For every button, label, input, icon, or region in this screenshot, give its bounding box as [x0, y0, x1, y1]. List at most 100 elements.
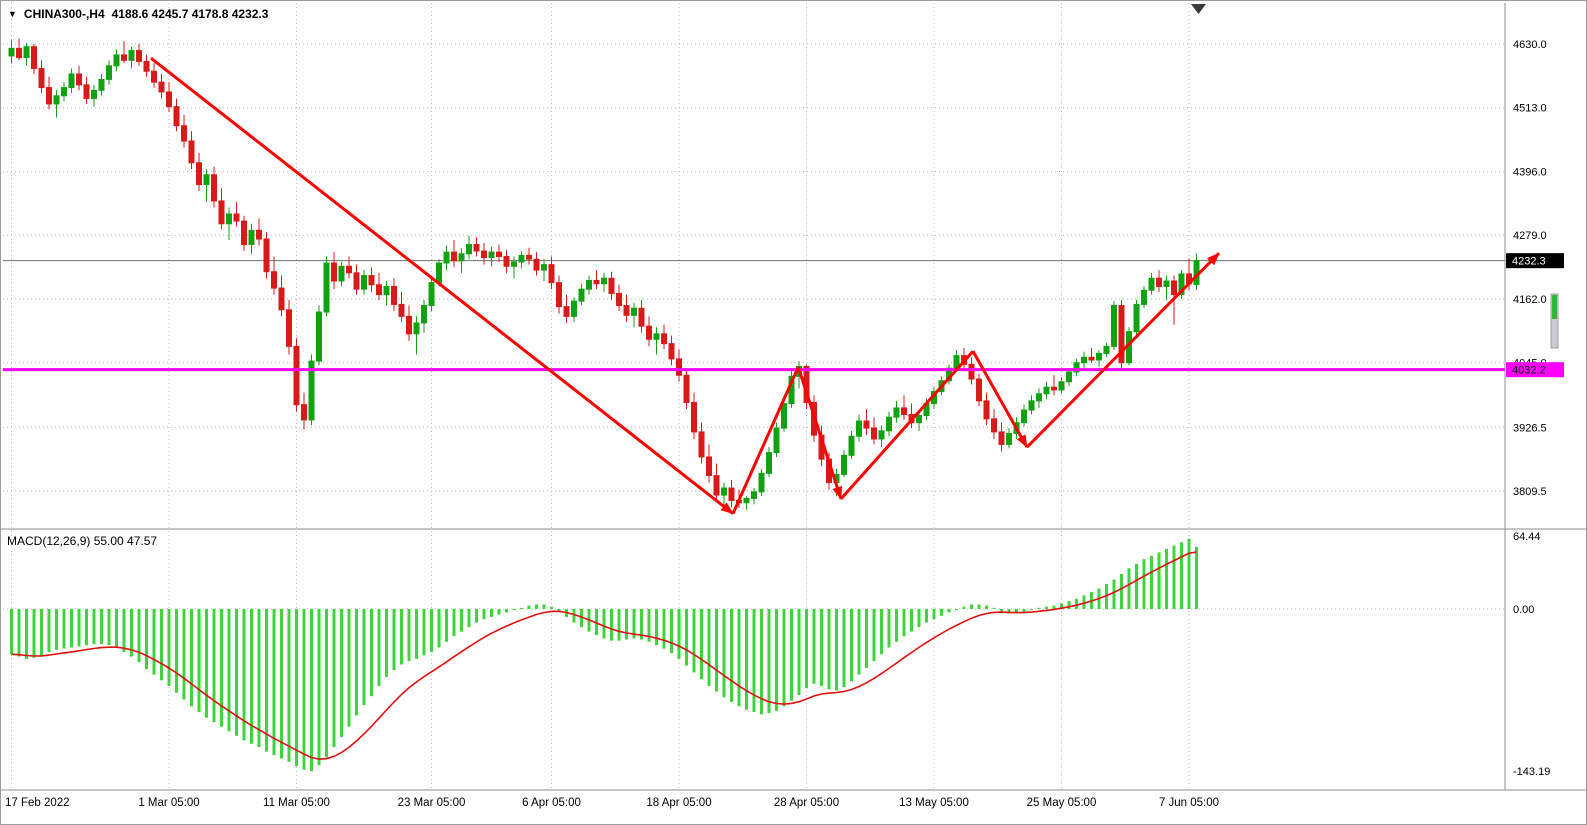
macd-bar	[752, 609, 756, 713]
macd-bar	[505, 609, 508, 613]
candle	[586, 279, 592, 290]
macd-bar	[145, 609, 148, 669]
macd-bar	[220, 609, 223, 727]
candle	[1096, 352, 1102, 361]
candle	[383, 285, 390, 296]
macd-bar	[302, 609, 306, 770]
symbol-dropdown-icon[interactable]: ▼	[8, 8, 17, 19]
macd-bar	[70, 609, 73, 648]
candle	[751, 491, 757, 499]
candle	[368, 275, 375, 286]
macd-bar	[130, 609, 133, 657]
macd-bar	[580, 609, 583, 628]
trend-arrow-segment[interactable]	[796, 366, 843, 500]
macd-bar	[902, 609, 906, 637]
axis-scrollbar-thumb[interactable]	[1552, 295, 1557, 319]
macd-bar	[490, 609, 493, 617]
candle	[1036, 393, 1042, 402]
candle	[601, 277, 607, 285]
macd-bar	[107, 609, 111, 646]
candle	[308, 360, 315, 421]
candle	[428, 282, 435, 307]
macd-bar	[197, 609, 201, 713]
macd-bar	[617, 609, 621, 641]
trend-arrow-segment[interactable]	[1025, 252, 1221, 449]
macd-bar	[332, 609, 336, 748]
candle	[721, 487, 727, 496]
macd-bar	[257, 609, 261, 748]
candle	[608, 277, 615, 295]
macd-bar	[340, 609, 343, 737]
chart-shift-marker-icon[interactable]	[1191, 4, 1206, 14]
macd-bar	[25, 609, 28, 659]
candle	[976, 378, 982, 402]
svg-text:4513.0: 4513.0	[1513, 103, 1547, 115]
macd-bar	[47, 609, 51, 653]
candle	[143, 60, 150, 72]
macd-bar	[685, 609, 688, 666]
svg-text:6 Apr 05:00: 6 Apr 05:00	[522, 797, 581, 809]
svg-text:4232.3: 4232.3	[1512, 256, 1546, 268]
candle	[698, 431, 705, 458]
macd-bar	[827, 609, 831, 690]
macd-bar	[407, 609, 411, 662]
price-chart-area[interactable]	[3, 3, 1505, 528]
candle	[1043, 386, 1050, 395]
candle	[136, 50, 142, 62]
macd-bar	[527, 605, 531, 609]
candle	[526, 254, 532, 260]
candle	[38, 68, 45, 89]
macd-bar	[100, 609, 103, 645]
candle	[113, 54, 120, 67]
current-price-badge	[1506, 253, 1564, 269]
candle	[338, 265, 345, 282]
macd-bar	[85, 609, 88, 646]
candle	[406, 315, 412, 335]
svg-text:13 May 05:00: 13 May 05:00	[899, 797, 969, 809]
macd-bar	[1165, 549, 1168, 609]
svg-text:3809.5: 3809.5	[1513, 486, 1547, 498]
candle	[53, 95, 60, 105]
macd-bar	[40, 609, 43, 656]
candle	[728, 487, 735, 502]
candle	[758, 472, 765, 493]
macd-bar	[452, 609, 456, 637]
candle	[593, 279, 600, 285]
trend-arrow-segment[interactable]	[971, 350, 1029, 449]
trend-arrows[interactable]	[150, 56, 1221, 515]
hline-price-badge	[1506, 362, 1564, 378]
macd-bar	[137, 609, 141, 663]
macd-bar	[400, 609, 403, 665]
axis-scrollbar[interactable]	[1550, 293, 1559, 349]
candle	[398, 303, 405, 317]
macd-bar	[707, 609, 711, 686]
candle	[466, 243, 472, 255]
candle	[886, 416, 892, 432]
macd-bar	[925, 609, 928, 623]
svg-text:28 Apr 05:00: 28 Apr 05:00	[774, 797, 839, 809]
trend-arrow-segment[interactable]	[731, 366, 800, 515]
macd-bar	[182, 609, 186, 700]
candle	[83, 84, 90, 99]
candle	[91, 89, 97, 99]
symbol-period-label: CHINA300-,H4	[23, 7, 105, 21]
candle	[293, 345, 300, 406]
price-axis[interactable]	[1505, 3, 1586, 790]
macd-histogram	[10, 538, 1198, 772]
candle	[151, 70, 157, 83]
candle	[1141, 289, 1147, 305]
macd-bar	[1127, 568, 1131, 609]
candle	[773, 427, 780, 454]
candle	[376, 284, 382, 296]
candle	[541, 264, 547, 271]
candle	[166, 91, 172, 108]
trend-arrow-segment[interactable]	[150, 56, 734, 515]
candle	[556, 282, 562, 308]
macd-bar	[857, 609, 861, 675]
time-axis[interactable]	[1, 790, 1587, 824]
macd-bar	[775, 609, 778, 711]
trend-arrow-segment[interactable]	[839, 350, 975, 500]
macd-bar	[610, 609, 613, 641]
